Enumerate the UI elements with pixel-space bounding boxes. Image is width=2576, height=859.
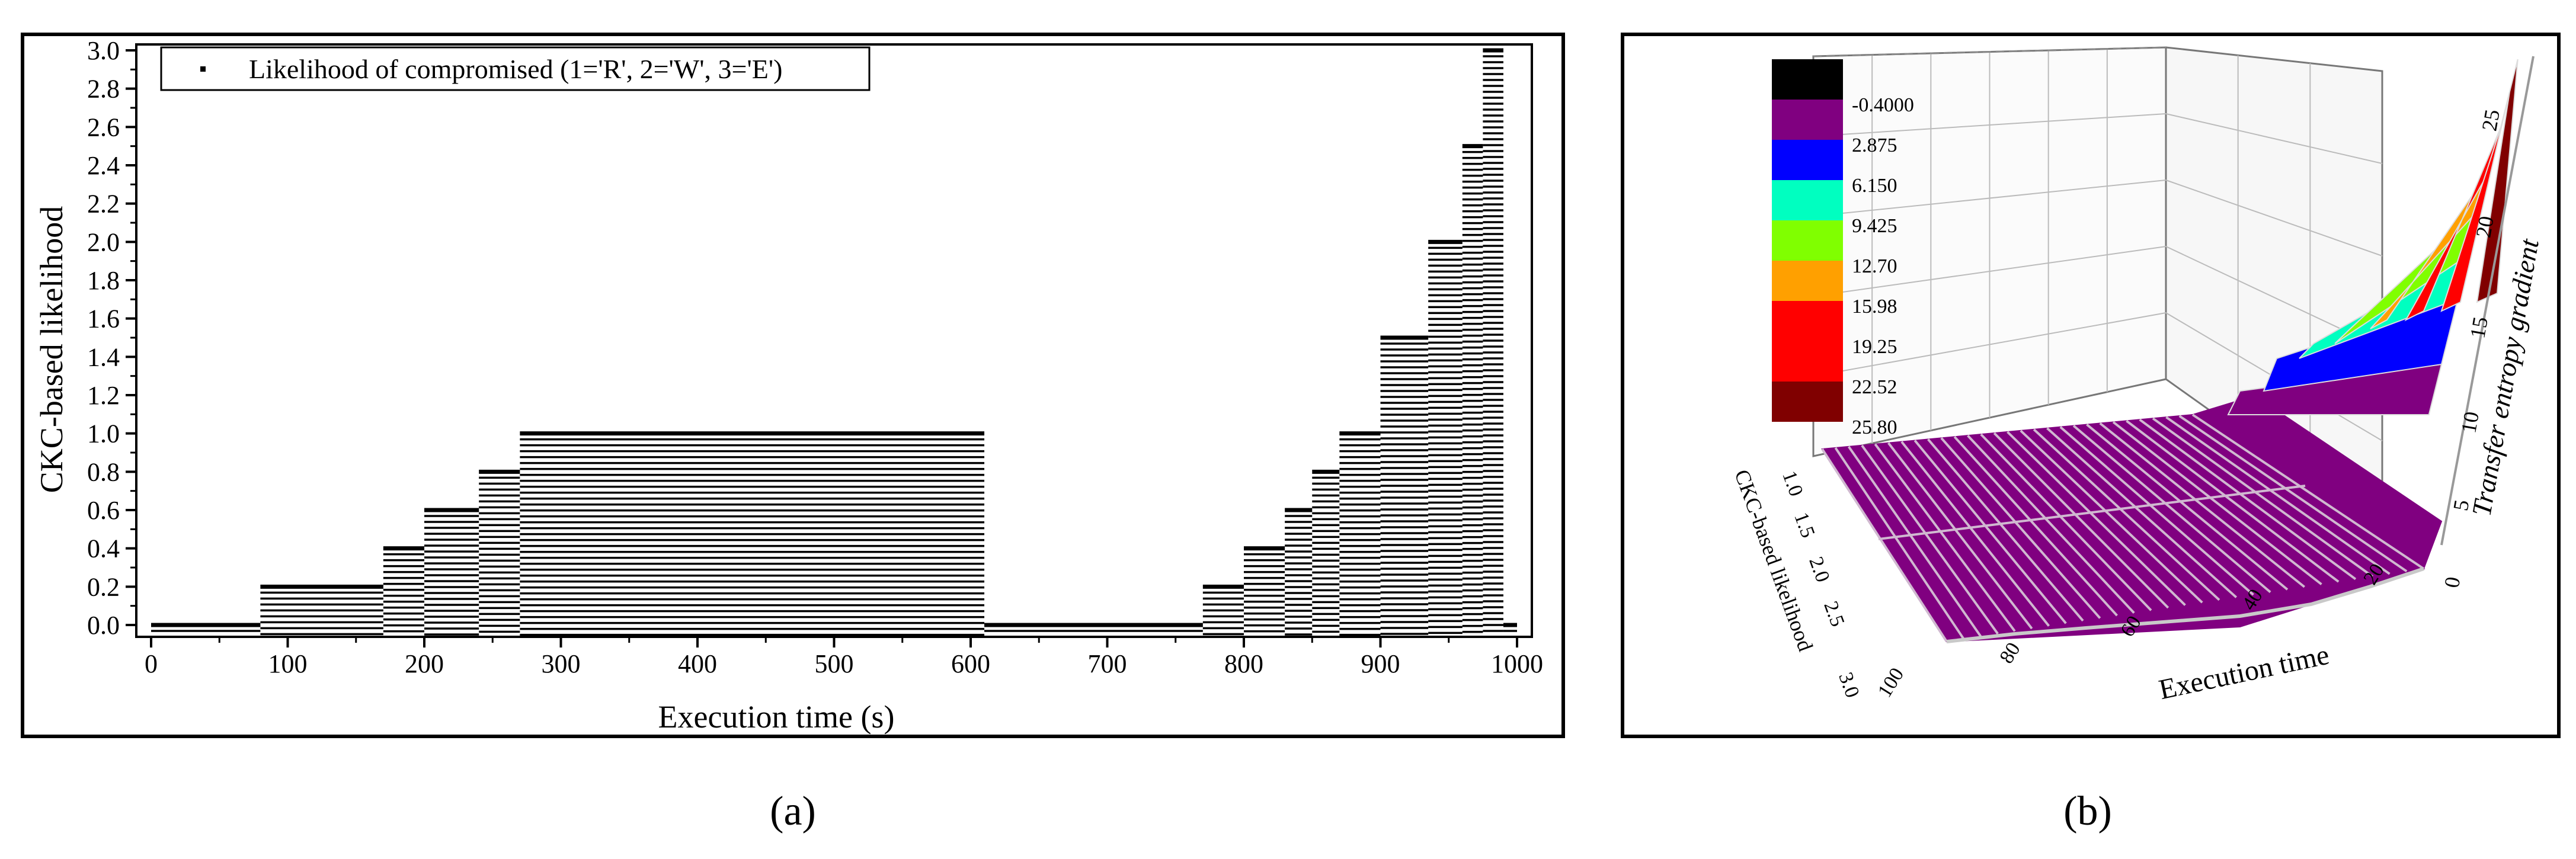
y-tick-label-a-9: 1.8 (87, 266, 120, 295)
x-tick-label-a-10: 1000 (1491, 649, 1543, 678)
legend-swatch-7 (1772, 341, 1843, 382)
frame-a (21, 33, 1565, 738)
y-axis-title-b: CKC-based likelihood (1730, 466, 1817, 654)
legend-level-label-1: -0.4000 (1852, 94, 1914, 116)
y-tick-label-a-5: 1.0 (87, 419, 120, 448)
z-tick-label-b-0: 0 (2440, 575, 2465, 590)
x-tick-label-a-2: 200 (405, 649, 444, 678)
x-tick-label-a-5: 500 (815, 649, 854, 678)
legend-box-a (160, 46, 871, 91)
legend-level-label-5: 12.70 (1852, 255, 1897, 277)
x-axis-a: 0 100 200 300 400 500 600 700 800 900 1000 (145, 637, 1543, 678)
x-tick-label-a-1: 100 (268, 649, 308, 678)
hatch-bars (151, 55, 1517, 636)
y-tick-label-a-10: 2.0 (87, 227, 120, 257)
y-tick-label-a-8: 1.6 (87, 305, 120, 334)
bar-segment-9 (1285, 515, 1313, 636)
y-tick-label-a-11: 2.2 (87, 190, 120, 219)
bar-segment-7 (1202, 591, 1244, 636)
y-axis-a: 0.0 0.2 0.4 0.6 0.8 1.0 1.2 1.4 1.6 1.8 2.0 2.2 2.4 2… (87, 36, 136, 640)
surface-rise (2227, 56, 2535, 546)
bar-segment-3 (424, 515, 479, 636)
bar-segment-14 (1462, 150, 1483, 633)
y-tick-label-b-0: 1.0 (1778, 468, 1807, 499)
y-tick-label-a-14: 2.8 (87, 75, 120, 104)
x-tick-label-a-4: 400 (678, 649, 717, 678)
bar-segment-12 (1380, 342, 1429, 635)
z-tick-label-b-2: 10 (2456, 410, 2484, 435)
panel-a-line-chart: 0 100 200 300 400 500 600 700 800 900 1000 0.0 0.2 0… (21, 33, 1565, 834)
bar-segment-1 (260, 591, 383, 636)
x-tick-label-b-0: 100 (1874, 664, 1908, 701)
chart-a-svg: 0 100 200 300 400 500 600 700 800 900 1000 0.00.20… (21, 33, 1565, 834)
panel-b-surface-chart: -0.4000 2.875 6.150 9.425 12.70 15.98 19.25 22.… (1600, 0, 2576, 856)
legend-swatch-6 (1772, 301, 1843, 341)
surface-floor (1821, 395, 2443, 643)
y-axis-title-a: CKC-based likelihood (34, 206, 69, 493)
bar-segment-4 (479, 476, 520, 633)
y-tick-label-a-6: 1.2 (87, 381, 120, 410)
x-axis-title-a: Execution time (s) (658, 699, 895, 735)
legend-swatch-3 (1772, 180, 1843, 220)
y-tick-label-b-2: 2.0 (1804, 554, 1833, 585)
y-tick-label-b-4: 3.0 (1834, 669, 1863, 701)
y-tick-label-a-3: 0.6 (87, 496, 120, 525)
y-tick-label-a-7: 1.4 (87, 342, 120, 371)
legend-a: Likelihood of compromised (1='R', 2='W',… (160, 46, 871, 91)
y-tick-label-a-1: 0.2 (87, 572, 120, 601)
y-tick-label-a-15: 3.0 (87, 36, 120, 65)
step-lines (151, 48, 1517, 627)
x-tick-label-a-0: 0 (145, 649, 158, 678)
z-axis-title-b: Transfer entropy gradient (2466, 236, 2545, 518)
x-tick-label-a-7: 700 (1088, 649, 1127, 678)
x-tick-label-a-6: 600 (951, 649, 990, 678)
color-legend: -0.4000 2.875 6.150 9.425 12.70 15.98 19.25 22.… (1772, 59, 1914, 438)
x-tick-label-a-3: 300 (542, 649, 581, 678)
frame-b (1621, 33, 2561, 738)
x-tick-label-b-1: 80 (1995, 639, 2024, 667)
z-tick-label-b-4: 20 (2471, 214, 2498, 239)
legend-label-a: Likelihood of compromised (1='R', 2='W',… (249, 54, 782, 84)
x-axis-title-b: Execution time (2156, 639, 2332, 706)
bar-segment-5 (520, 438, 985, 636)
y-tick-label-b-3: 2.5 (1819, 598, 1848, 630)
y-tick-label-b-1: 1.5 (1790, 509, 1819, 541)
legend-level-label-9: 25.80 (1852, 416, 1897, 438)
bar-segment-10 (1312, 476, 1340, 633)
legend-swatch-5 (1772, 261, 1843, 301)
bar-segment-8 (1244, 553, 1285, 633)
legend-level-label-8: 22.52 (1852, 376, 1897, 398)
y-tick-label-a-0: 0.0 (87, 611, 120, 640)
legend-swatch-2 (1772, 140, 1843, 180)
panel-label-a: (a) (770, 789, 816, 834)
legend-marker-a (200, 66, 206, 72)
z-tick-label-b-3: 15 (2465, 315, 2492, 340)
legend-swatch-0 (1772, 59, 1843, 100)
legend-level-label-3: 6.150 (1852, 175, 1897, 197)
chart-b-svg: -0.4000 2.875 6.150 9.425 12.70 15.98 19.25 22.… (1621, 33, 2561, 834)
legend-swatch-8 (1772, 382, 1843, 422)
bar-segment-2 (383, 553, 424, 633)
bar-segment-15 (1483, 55, 1503, 632)
legend-swatch-1 (1772, 100, 1843, 140)
x-tick-label-a-9: 900 (1361, 649, 1400, 678)
y-tick-label-a-12: 2.4 (87, 151, 120, 180)
legend-level-label-2: 2.875 (1852, 134, 1897, 156)
bar-segment-11 (1339, 438, 1381, 636)
legend-level-label-7: 19.25 (1852, 336, 1897, 358)
x-tick-label-a-8: 800 (1224, 649, 1263, 678)
panel-label-b: (b) (2063, 789, 2112, 834)
y-tick-label-a-13: 2.6 (87, 113, 120, 142)
bar-segment-13 (1428, 246, 1463, 634)
legend-swatch-4 (1772, 220, 1843, 261)
legend-level-label-4: 9.425 (1852, 215, 1897, 237)
y-tick-label-a-4: 0.8 (87, 457, 120, 486)
z-tick-label-b-5: 25 (2477, 108, 2504, 133)
legend-level-label-6: 15.98 (1852, 296, 1897, 318)
surface-band-7 (2476, 59, 2519, 303)
y-tick-label-a-2: 0.4 (87, 534, 120, 563)
